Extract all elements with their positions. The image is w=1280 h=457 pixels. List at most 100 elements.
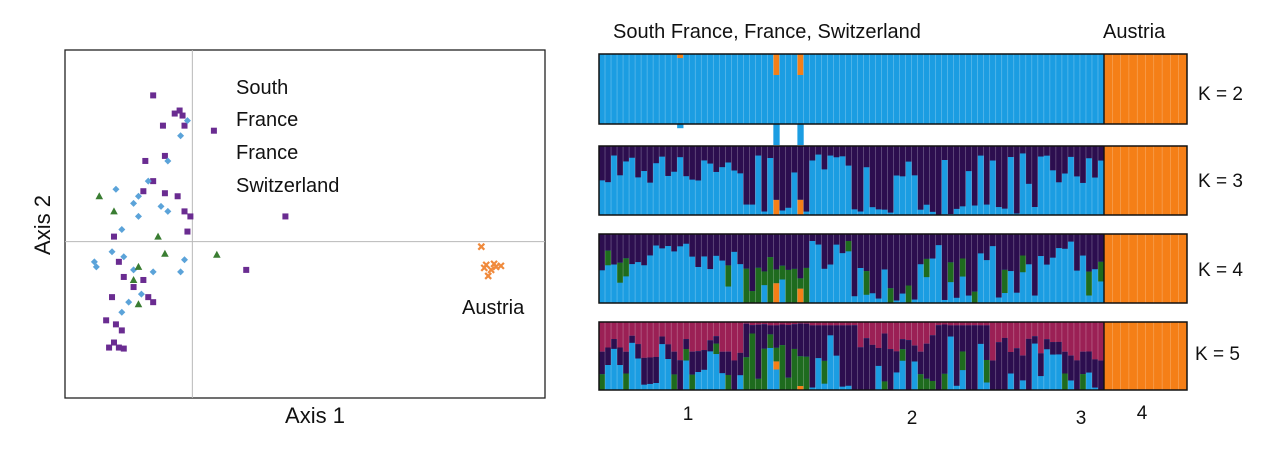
pca-point-diamond-10 [118,226,126,234]
structure-bar-k3-austria-3 [1128,146,1138,215]
structure-bar-k3-ind5-blue [629,157,636,215]
structure-bar-k5-austria-9 [1178,322,1188,390]
structure-bar-k2-ind33-orange [797,54,804,75]
structure-bar-k3-ind60-darkpurple [959,146,967,207]
structure-bar-k5-ind31-darkpurple [785,325,792,378]
group-label-south-france-france-switzerland: South France, France, Switzerland [613,21,921,43]
panel-label-k2: K = 2 [1198,84,1243,105]
structure-bar-k5-ind15-green [689,374,696,390]
structure-bar-k4-ind83-darkpurple [1097,234,1105,262]
structure-bar-k4-ind4-blue [623,276,630,303]
pca-point-cross-7 [480,264,489,272]
structure-bar-k5-ind26-magenta [755,322,762,325]
structure-bar-k4-ind43-darkpurple [857,234,864,269]
structure-bar-k3-ind69-darkpurple [1013,146,1021,214]
structure-bar-k4-ind52-blue [911,299,918,303]
structure-bar-k3-ind74-blue [1043,155,1051,215]
structure-bar-k5-ind41-blue [845,385,852,390]
pca-point-diamond-19 [137,290,145,298]
structure-bar-k3-ind6-blue [635,177,642,215]
structure-bar-k5-ind10-magenta [659,322,666,337]
structure-bar-k5-ind25-darkpurple [749,325,756,334]
structure-bar-k3-ind29-darkpurple [773,146,780,200]
structure-bar-k2-ind8-blue [647,54,654,124]
structure-bar-k5-ind39-darkpurple [833,325,840,356]
structure-bar-k5-ind29-darkpurple [773,325,780,348]
pca-point-square-6 [210,127,217,134]
structure-bar-k3-ind4-blue [623,161,630,215]
structure-bar-k5-ind4-magenta [623,322,630,352]
structure-bar-k2-ind67-blue [1001,54,1009,124]
structure-bar-k3-ind72-blue [1031,206,1039,215]
structure-bar-k4-ind20-blue [719,260,726,303]
pca-point-square-8 [142,157,149,164]
structure-bar-k5-ind25-green [749,333,756,390]
structure-bar-k3-ind53-blue [917,209,924,215]
structure-bar-k3-ind64-blue [983,204,991,215]
structure-bar-k3-ind76-darkpurple [1055,146,1063,183]
structure-bar-k5-ind68-magenta [1007,322,1015,352]
structure-bar-k4-ind54-green [923,258,930,278]
pca-point-square-16 [282,213,289,220]
structure-bar-k5-ind38-blue [827,335,834,390]
pca-point-square-20 [130,284,137,291]
structure-bar-k5-ind18-darkpurple [707,340,714,352]
structure-bar-k5-ind65-darkpurple [989,360,997,390]
structure-bar-k4-ind58-darkpurple [947,234,955,263]
structure-bar-k3-ind15-darkpurple [689,146,696,180]
structure-bar-k2-ind55-blue [929,54,936,124]
structure-bar-k2-ind32-blue [791,54,798,124]
structure-bar-k5-ind69-darkpurple [1013,348,1021,390]
structure-bar-k2-ind45-blue [869,54,876,124]
pca-point-square-12 [174,193,181,200]
structure-bar-k4-ind19-darkpurple [713,234,720,256]
structure-bar-k4-ind22-blue [731,251,738,303]
structure-bar-k4-austria-3 [1128,234,1138,303]
structure-bar-k4-ind9-darkpurple [653,234,660,246]
structure-bar-k2-ind12-blue [671,54,678,124]
structure-bar-k2-ind59-blue [953,54,961,124]
structure-bar-k3-ind30-darkpurple [779,146,786,211]
structure-bar-k4-ind72-darkpurple [1031,234,1039,296]
structure-bar-k5-ind51-magenta [905,322,912,341]
structure-bar-k2-ind10-blue [659,54,666,124]
structure-bar-k4-ind7-blue [641,265,648,303]
structure-bar-k5-ind3-darkpurple [617,347,624,366]
structure-bar-k5-ind28-darkpurple [767,325,774,335]
structure-bar-k3-ind54-darkpurple [923,146,930,205]
structure-bar-k5-ind82-magenta [1091,322,1099,360]
structure-bar-k5-ind33-orange [797,386,804,390]
structure-bar-k5-ind70-magenta [1019,322,1027,356]
structure-bar-k2-ind30-blue [779,54,786,124]
structure-bar-k5-ind11-blue [665,359,672,390]
structure-bar-k3-ind38-darkpurple [827,146,834,156]
structure-bar-k5-ind0-darkpurple [599,351,606,375]
pca-point-diamond-9 [134,212,142,220]
structure-panels-layer [598,53,1188,391]
structure-bar-k3-ind15-blue [689,179,696,215]
structure-bar-k3-ind26-darkpurple [755,146,762,156]
structure-bar-k4-ind10-blue [659,248,666,303]
structure-bar-k2-ind47-blue [881,54,888,124]
structure-bar-k5-ind82-blue [1091,387,1099,390]
structure-bar-k4-ind64-blue [983,260,991,303]
pca-point-diamond-1 [177,132,185,140]
structure-bar-k4-ind41-green [845,241,852,252]
structure-bar-k4-ind37-darkpurple [821,234,828,269]
structure-bar-k5-ind66-magenta [995,322,1003,343]
y-axis-label: Axis 2 [30,195,55,255]
structure-bar-k3-ind0-darkpurple [599,146,606,181]
structure-bar-k5-austria-2 [1120,322,1130,390]
structure-bar-k5-ind83-magenta [1097,322,1105,361]
structure-bar-k5-ind59-darkpurple [953,325,961,386]
panel-label-k3: K = 3 [1198,171,1243,192]
structure-bar-k3-ind44-blue [863,167,870,215]
structure-bar-k5-ind59-magenta [953,322,961,326]
structure-bar-k3-ind33-darkpurple [797,146,804,200]
structure-panel-k2-border [598,53,1188,125]
structure-bar-k3-ind0-blue [599,180,606,215]
structure-bar-k4-ind21-green [725,265,732,287]
structure-bar-k2-ind1-blue [605,54,612,124]
structure-bar-k3-ind41-blue [845,165,852,215]
structure-bar-k5-ind52-darkpurple [911,345,918,362]
